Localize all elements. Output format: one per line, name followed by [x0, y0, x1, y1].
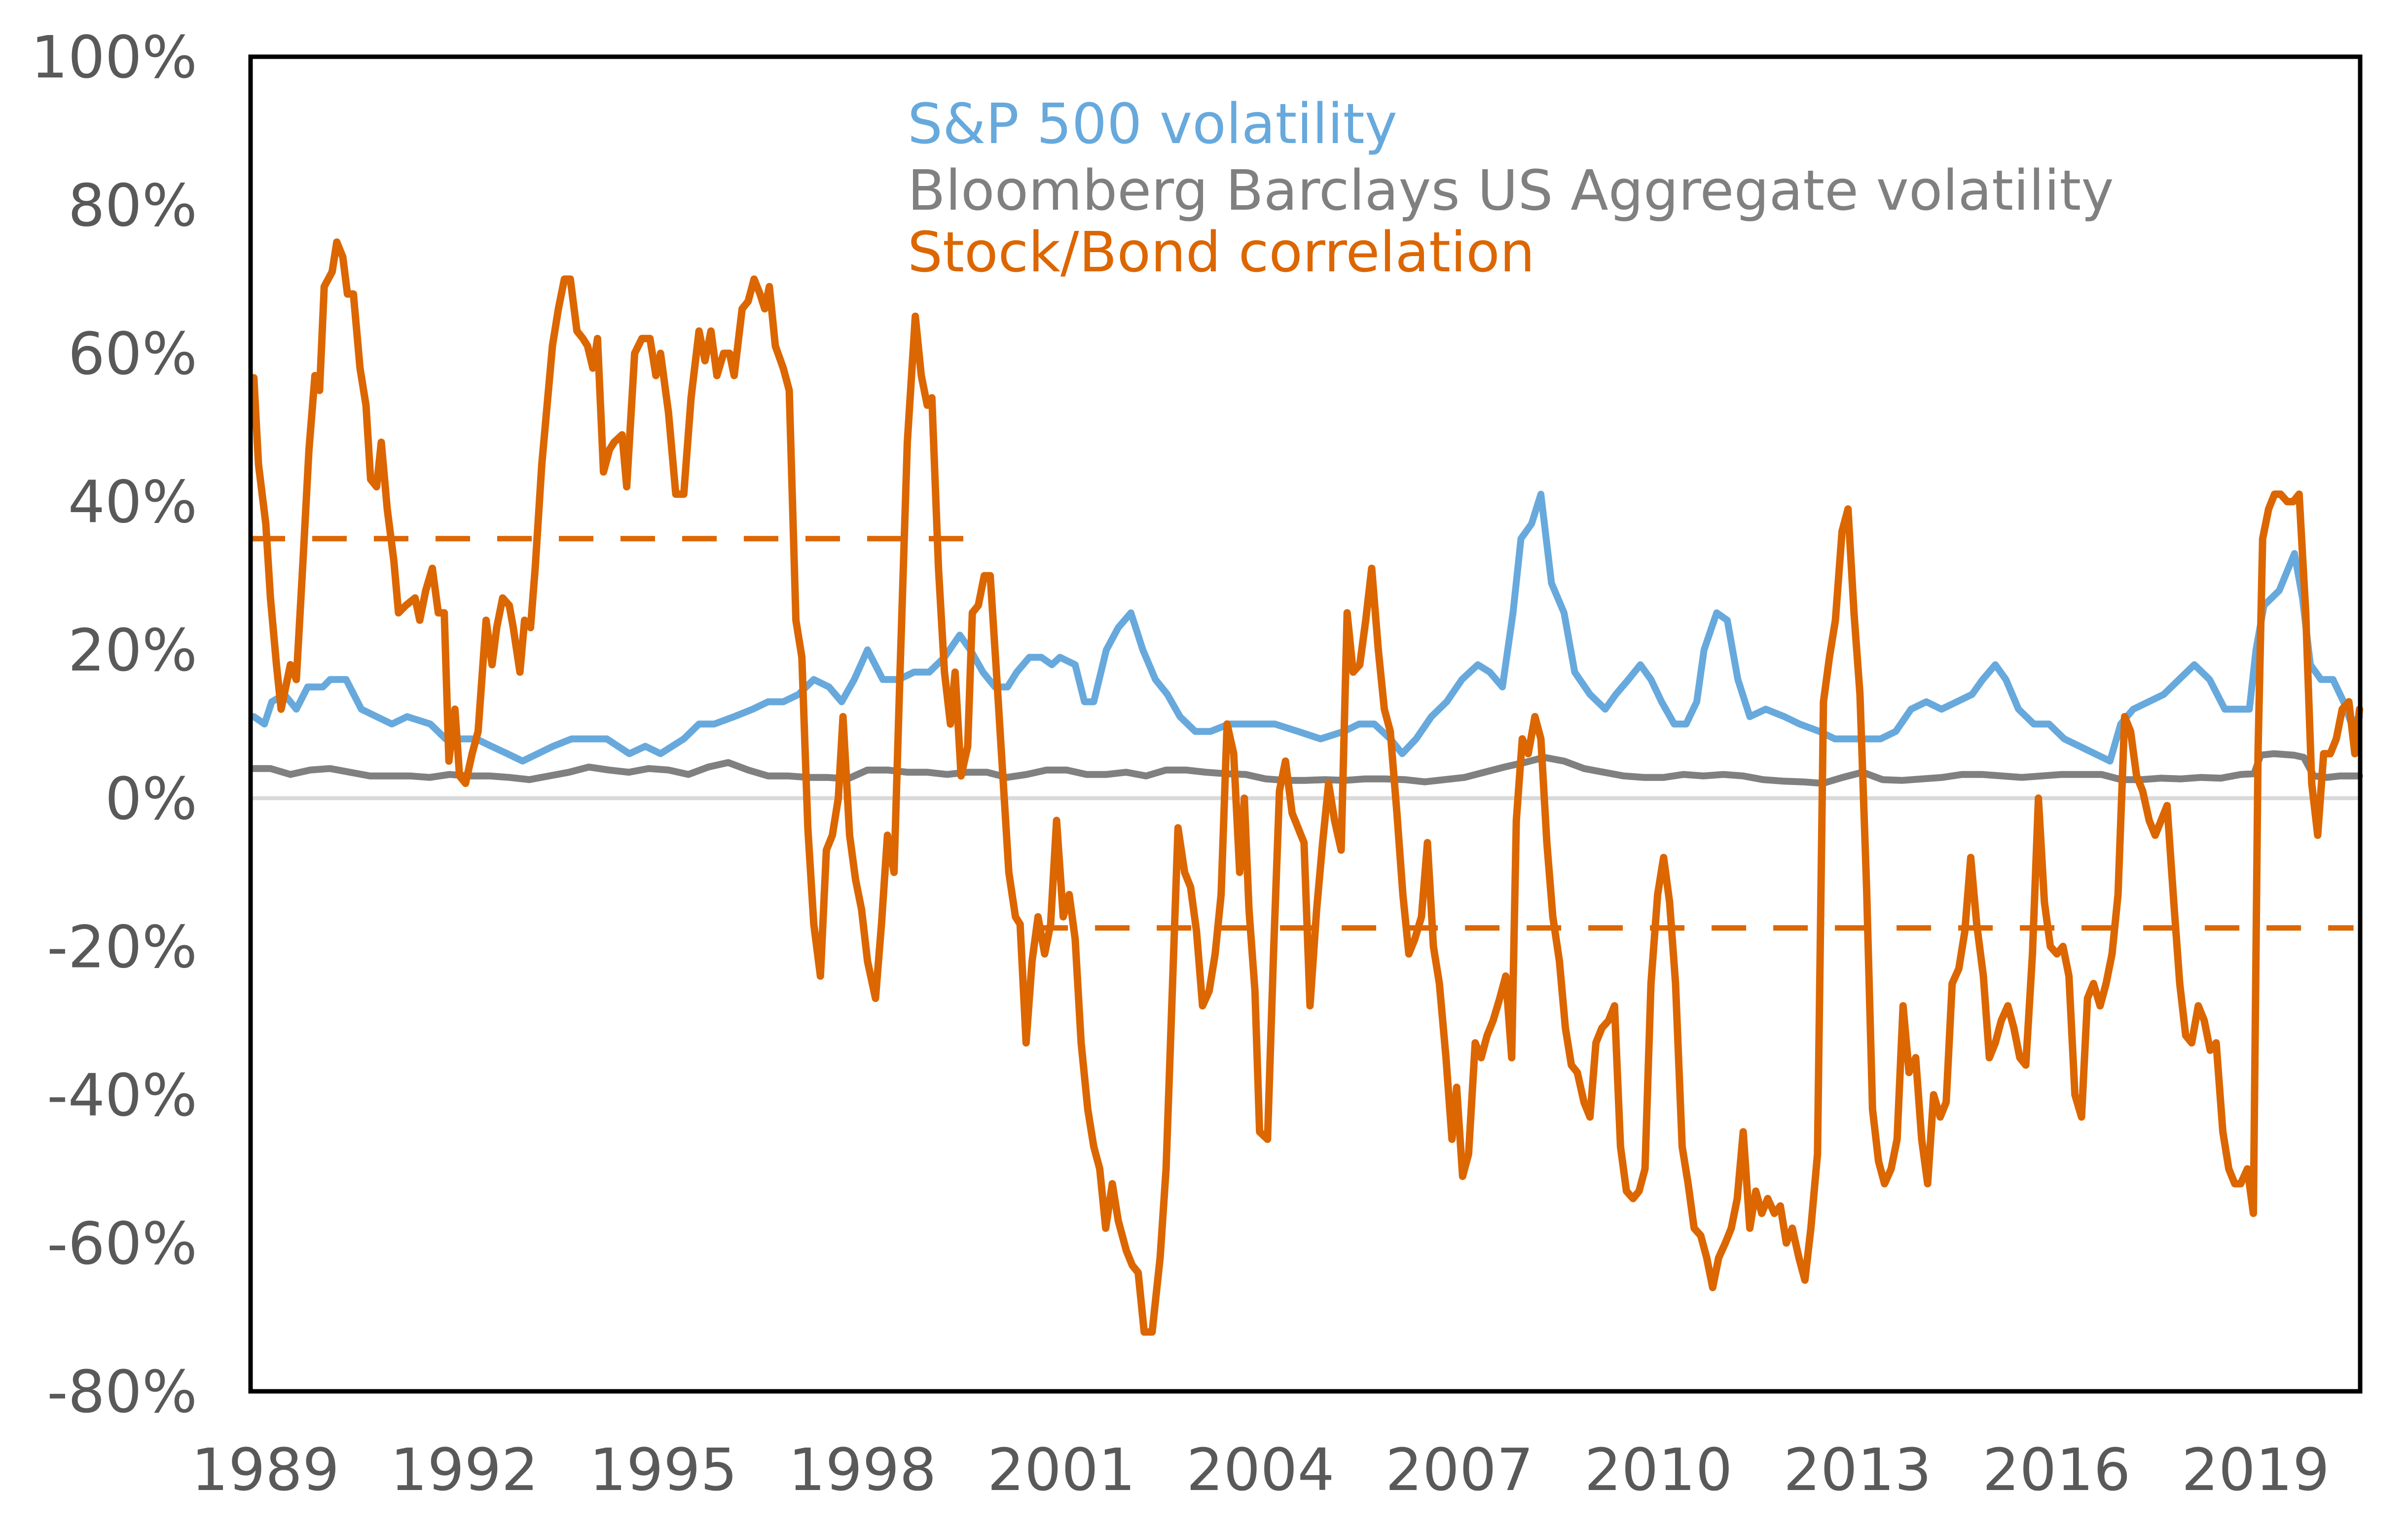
x-tick-label: 1998	[788, 1436, 936, 1504]
x-tick-label: 2004	[1186, 1436, 1334, 1504]
x-tick-label: 2007	[1386, 1436, 1533, 1504]
legend-entry-agg: Bloomberg Barclays US Aggregate volatili…	[908, 159, 2114, 223]
x-tick-label: 2010	[1584, 1436, 1732, 1504]
y-tick-label: 60%	[68, 320, 197, 388]
x-tick-label: 1995	[589, 1436, 737, 1504]
y-tick-label: 0%	[105, 765, 197, 833]
y-axis: 100% 80% 60% 40% 20% 0% -20% -40% -60% -80%	[31, 23, 197, 1426]
plot-frame	[248, 54, 2363, 1394]
legend-entry-sp500: S&P 500 volatility	[908, 92, 1397, 156]
y-tick-label: 80%	[68, 172, 197, 240]
series-layer	[250, 238, 2364, 1336]
y-tick-label: -40%	[47, 1061, 197, 1129]
legend-entry-correlation: Stock/Bond correlation	[908, 221, 1535, 285]
legend: S&P 500 volatility Bloomberg Barclays US…	[908, 92, 2114, 285]
y-tick-label: 20%	[68, 616, 197, 684]
x-tick-label: 1992	[390, 1436, 538, 1504]
y-tick-label: 40%	[68, 468, 197, 536]
x-tick-label: 2016	[1982, 1436, 2130, 1504]
y-tick-label: 100%	[31, 23, 197, 91]
x-tick-label: 1989	[191, 1436, 339, 1504]
x-tick-label: 2001	[987, 1436, 1135, 1504]
x-tick-label: 2019	[2182, 1436, 2330, 1504]
series-line-s-p-500-volatility	[250, 490, 2363, 765]
series-line-bloomberg-barclays-us-aggregate-volatility	[250, 750, 2363, 787]
y-tick-label: -80%	[47, 1358, 197, 1426]
series-line-stock-bond-correlation	[250, 238, 2364, 1336]
y-tick-label: -60%	[47, 1209, 197, 1277]
y-tick-label: -20%	[47, 913, 197, 981]
x-axis: 1989 1992 1995 1998 2001 2004 2007 2010 2013 2016…	[191, 1436, 2330, 1504]
x-tick-label: 2013	[1784, 1436, 1932, 1504]
